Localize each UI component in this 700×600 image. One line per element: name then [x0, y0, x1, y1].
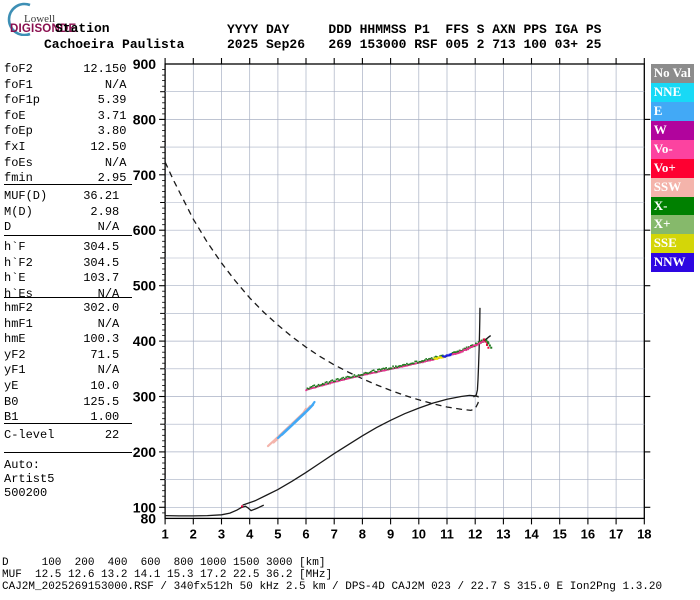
svg-text:500: 500: [133, 278, 157, 294]
svg-text:700: 700: [133, 167, 157, 183]
svg-text:16: 16: [581, 526, 595, 541]
svg-text:13: 13: [496, 526, 510, 541]
svg-text:800: 800: [133, 111, 157, 127]
svg-text:6: 6: [302, 526, 309, 541]
svg-text:12: 12: [468, 526, 482, 541]
svg-text:600: 600: [133, 222, 157, 238]
svg-text:2: 2: [190, 526, 197, 541]
svg-text:80: 80: [141, 510, 157, 526]
svg-text:17: 17: [609, 526, 623, 541]
svg-text:15: 15: [552, 526, 566, 541]
svg-text:4: 4: [246, 526, 254, 541]
svg-text:18: 18: [637, 526, 651, 541]
svg-text:300: 300: [133, 389, 157, 405]
svg-text:5: 5: [274, 526, 281, 541]
svg-text:8: 8: [359, 526, 366, 541]
svg-text:14: 14: [524, 526, 539, 541]
svg-text:1: 1: [161, 526, 168, 541]
svg-text:11: 11: [440, 526, 454, 541]
svg-text:200: 200: [133, 444, 157, 460]
svg-text:900: 900: [133, 56, 157, 72]
svg-text:400: 400: [133, 333, 157, 349]
svg-text:7: 7: [331, 526, 338, 541]
svg-text:10: 10: [412, 526, 426, 541]
svg-text:9: 9: [387, 526, 394, 541]
svg-text:3: 3: [218, 526, 225, 541]
